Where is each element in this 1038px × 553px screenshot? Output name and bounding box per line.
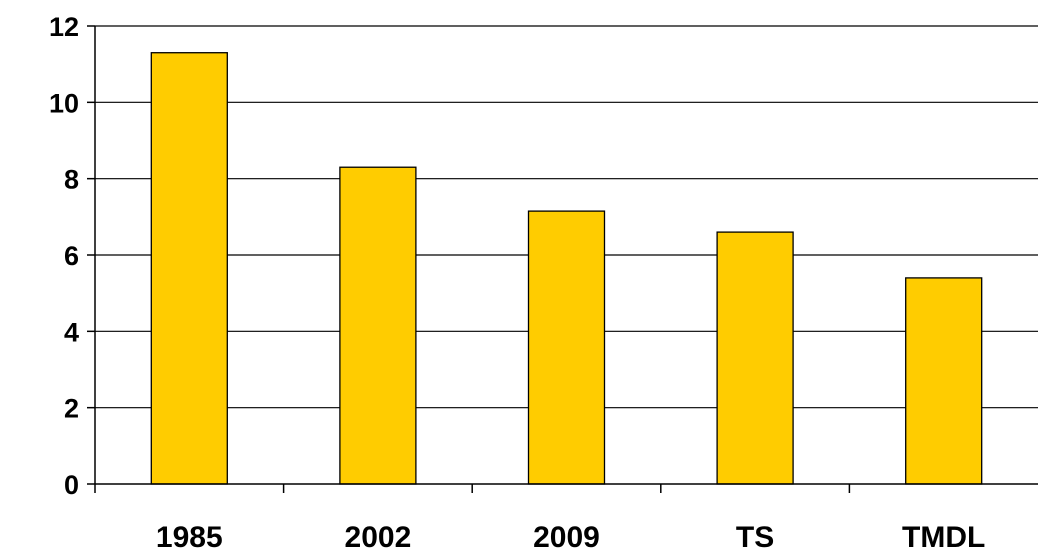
x-category-label: TS — [736, 521, 774, 553]
y-tick-label: 0 — [64, 470, 79, 500]
x-category-label: 2002 — [345, 521, 412, 553]
y-tick-label: 10 — [49, 88, 79, 118]
y-tick-label: 12 — [49, 12, 79, 42]
bar-2009 — [527, 210, 606, 485]
y-tick-label: 8 — [64, 165, 79, 195]
bar-1985 — [150, 52, 228, 485]
y-tick-label: 2 — [64, 394, 79, 424]
axes — [87, 25, 1038, 493]
bars — [150, 52, 983, 485]
axis-labels: 0 2 4 6 8 10 12 1985 2002 2009 TS TMDL — [49, 12, 985, 553]
y-tick-label: 4 — [64, 317, 79, 347]
bar-2002 — [339, 166, 417, 485]
x-category-label: 1985 — [156, 521, 223, 553]
y-tick-label: 6 — [64, 241, 79, 271]
bar-tmdl — [905, 277, 983, 485]
x-category-label: 2009 — [533, 521, 600, 553]
x-category-label: TMDL — [902, 521, 985, 553]
bar-ts — [716, 231, 794, 485]
